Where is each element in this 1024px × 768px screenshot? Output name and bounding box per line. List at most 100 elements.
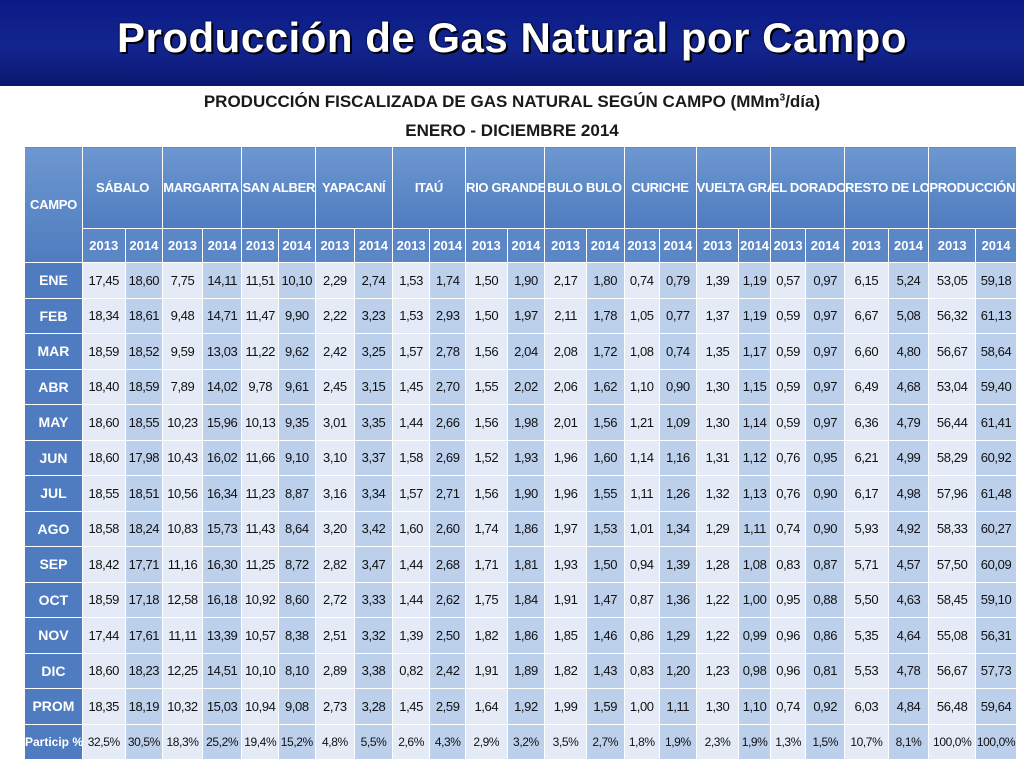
table-cell: 1,91: [544, 581, 587, 618]
table-cell: 18,3%: [162, 723, 203, 760]
table-cell: 1,81: [506, 546, 546, 583]
table-cell: 1,15: [738, 368, 771, 405]
table-cell: 1,11: [659, 688, 697, 725]
campo-header: VUELTA GRANDE: [695, 146, 771, 229]
table-cell: 6,67: [844, 297, 889, 334]
table-cell: 1,08: [738, 546, 771, 583]
table-cell: 1,5%: [805, 723, 845, 760]
table-cell: 2,70: [429, 368, 466, 405]
table-cell: 6,15: [844, 262, 889, 299]
table-cell: 2,71: [429, 475, 466, 512]
table-cell: 25,2%: [201, 723, 243, 760]
table-row: OCT 18,59 17,18 12,58 16,18 10,92 8,60 2,72 3,33…: [24, 581, 1017, 618]
table-cell: 1,45: [391, 688, 431, 725]
table-cell: 1,93: [506, 439, 546, 476]
table-cell: 16,18: [201, 581, 243, 618]
table-cell: 16,34: [201, 475, 243, 512]
table-cell: 3,10: [314, 439, 356, 476]
table-title-superscript: 3: [779, 92, 786, 104]
table-cell: 9,08: [278, 688, 316, 725]
table-cell: 2,73: [314, 688, 356, 725]
table-cell: 11,51: [241, 262, 280, 299]
table-cell: 4,63: [887, 581, 930, 618]
table-cell: 1,30: [695, 688, 740, 725]
table-cell: 61,41: [975, 404, 1017, 441]
table-cell: 1,55: [585, 475, 625, 512]
table-cell: 18,59: [81, 581, 126, 618]
table-cell: 1,9%: [738, 723, 771, 760]
table-cell: 19,4%: [241, 723, 280, 760]
table-cell: 59,10: [975, 581, 1017, 618]
table-cell: 1,35: [695, 333, 740, 370]
table-cell: 18,55: [81, 475, 126, 512]
table-cell: 3,2%: [506, 723, 546, 760]
table-cell: 4,79: [887, 404, 930, 441]
table-cell: 1,14: [623, 439, 661, 476]
table-cell: 0,77: [659, 297, 697, 334]
table-cell: 1,82: [544, 652, 587, 689]
table-cell: 0,97: [805, 297, 845, 334]
table-cell: 10,13: [241, 404, 280, 441]
table-cell: 0,97: [805, 333, 845, 370]
table-cell: 3,28: [354, 688, 393, 725]
table-cell: 1,29: [659, 617, 697, 654]
table-cell: 0,96: [769, 652, 807, 689]
table-cell: 18,19: [124, 688, 164, 725]
row-label: MAY: [24, 404, 83, 441]
slide-title: Producción de Gas Natural por Campo: [117, 14, 907, 61]
table-cell: 1,57: [391, 475, 431, 512]
table-cell: 58,64: [975, 333, 1017, 370]
table-cell: 6,03: [844, 688, 889, 725]
row-label: NOV: [24, 617, 83, 654]
table-cell: 2,08: [544, 333, 587, 370]
table-cell: 2,72: [314, 581, 356, 618]
table-cell: 1,39: [659, 546, 697, 583]
table-cell: 0,95: [805, 439, 845, 476]
table-cell: 18,60: [81, 404, 126, 441]
table-cell: 1,92: [506, 688, 546, 725]
table-cell: 2,6%: [391, 723, 431, 760]
table-cell: 1,52: [464, 439, 508, 476]
table-cell: 6,21: [844, 439, 889, 476]
year-header: 2013: [314, 228, 356, 263]
table-cell: 59,18: [975, 262, 1017, 299]
table-cell: 0,86: [805, 617, 845, 654]
table-cell: 3,42: [354, 510, 393, 547]
table-cell: 10,32: [162, 688, 203, 725]
table-cell: 2,89: [314, 652, 356, 689]
table-cell: 1,21: [623, 404, 661, 441]
table-cell: 1,19: [738, 262, 771, 299]
row-label: AGO: [24, 510, 83, 547]
table-cell: 3,23: [354, 297, 393, 334]
campo-header: RIO GRANDE: [464, 146, 546, 229]
table-cell: 2,74: [354, 262, 393, 299]
table-cell: 18,58: [81, 510, 126, 547]
table-cell: 0,74: [659, 333, 697, 370]
table-cell: 2,82: [314, 546, 356, 583]
table-cell: 1,62: [585, 368, 625, 405]
table-cell: 2,42: [429, 652, 466, 689]
table-cell: 15,96: [201, 404, 243, 441]
table-title: PRODUCCIÓN FISCALIZADA DE GAS NATURAL SE…: [0, 92, 1024, 112]
table-row: MAY 18,60 18,55 10,23 15,96 10,13 9,35 3,01 3,35…: [24, 404, 1017, 441]
table-cell: 1,53: [585, 510, 625, 547]
year-header: 2013: [464, 228, 508, 263]
table-cell: 2,62: [429, 581, 466, 618]
table-row: PROM 18,35 18,19 10,32 15,03 10,94 9,08 2,73 3,2…: [24, 688, 1017, 725]
table-cell: 18,60: [81, 439, 126, 476]
table-cell: 0,98: [738, 652, 771, 689]
table-cell: 3,01: [314, 404, 356, 441]
row-label: DIC: [24, 652, 83, 689]
table-cell: 1,50: [585, 546, 625, 583]
table-cell: 1,85: [544, 617, 587, 654]
table-cell: 18,35: [81, 688, 126, 725]
table-cell: 8,72: [278, 546, 316, 583]
table-cell: 0,90: [805, 475, 845, 512]
table-cell: 15,73: [201, 510, 243, 547]
table-cell: 1,44: [391, 404, 431, 441]
year-header: 2013: [162, 228, 203, 263]
table-cell: 1,50: [464, 297, 508, 334]
table-cell: 58,29: [928, 439, 977, 476]
table-cell: 1,89: [506, 652, 546, 689]
table-cell: 1,36: [659, 581, 697, 618]
